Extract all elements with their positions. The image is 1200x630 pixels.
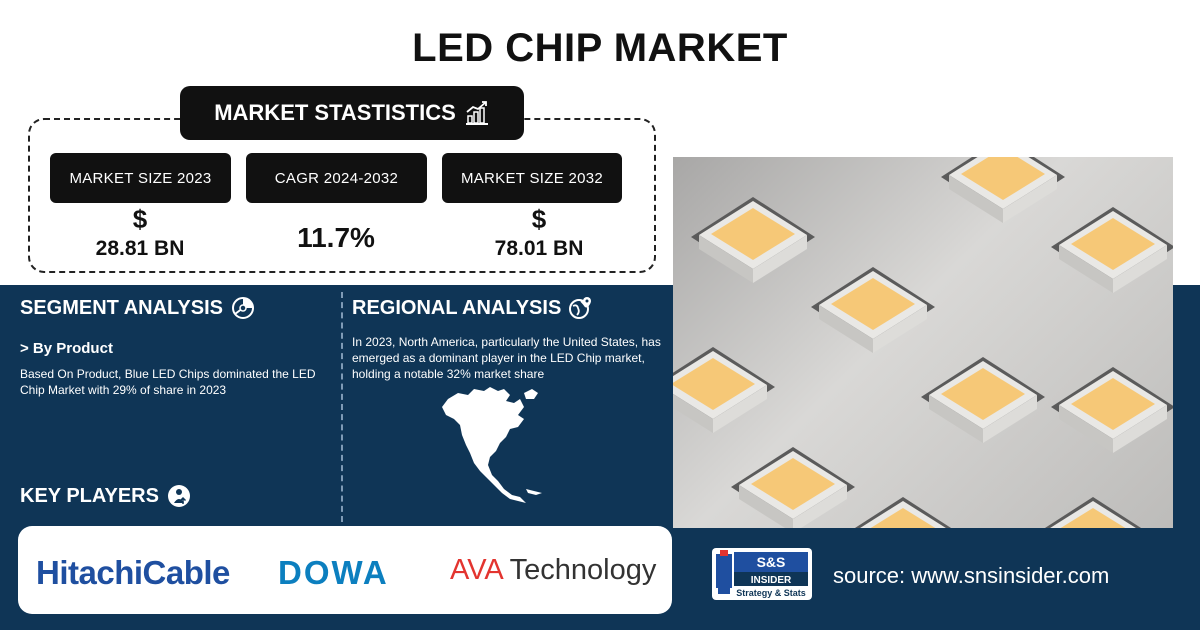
person-upload-icon [167,485,190,507]
chess-king-icon: S&S INSIDER Strategy & Stats [716,550,808,598]
pie-chart-icon [232,297,254,319]
dollar-icon: $ [531,204,547,234]
page-title: LED CHIP MARKET [412,26,788,70]
hitachi-cable-logo: HitachiCable [36,554,230,591]
source-link[interactable]: source: www.snsinsider.com [833,563,1110,588]
growth-chart-icon [465,101,488,125]
sns-logo-bottom: Strategy & Stats [736,588,806,598]
segment-analysis-label: SEGMENT ANALYSIS [20,296,223,319]
segment-analysis-text: Based On Product, Blue LED Chips dominat… [20,367,316,397]
dollar-icon: $ [132,204,148,234]
sns-logo-mid: INSIDER [751,575,792,586]
led-chips-photo [673,157,1173,528]
sns-insider-logo: S&S INSIDER Strategy & Stats [712,548,812,600]
regional-analysis-title: REGIONAL ANALYSIS [352,296,593,320]
cagr-value: 11.7% [297,222,375,253]
north-america-map [442,387,542,503]
key-players-label: KEY PLAYERS [20,484,159,507]
market-size-2023-value: 28.81 BN [95,237,185,260]
market-statistics-heading: MARKET STASTISTICS [180,86,524,140]
cagr-label: CAGR 2024-2032 [246,153,427,203]
segment-analysis-title: SEGMENT ANALYSIS [20,296,255,320]
globe-location-icon [569,297,592,319]
dowa-logo: DOWA [278,554,389,591]
regional-analysis-label: REGIONAL ANALYSIS [352,296,562,319]
section-divider [341,292,343,522]
by-product-subheading: > By Product [20,340,113,357]
market-statistics-label: MARKET STASTISTICS [214,100,456,125]
market-size-2032-value: 78.01 BN [494,237,584,260]
regional-analysis-text: In 2023, North America, particularly the… [352,335,661,381]
key-players-title: KEY PLAYERS [20,484,191,508]
ava-logo-mark: AVA [450,554,503,586]
market-size-2032-label: MARKET SIZE 2032 [442,153,622,203]
ava-technology-logo: AVA Technology [450,554,657,586]
market-size-2023-label: MARKET SIZE 2023 [50,153,231,203]
key-players-logos: HitachiCable DOWA AVA Technology [18,526,672,614]
led-chip-grid-image [673,157,1173,528]
sns-logo-top: S&S [757,554,786,570]
